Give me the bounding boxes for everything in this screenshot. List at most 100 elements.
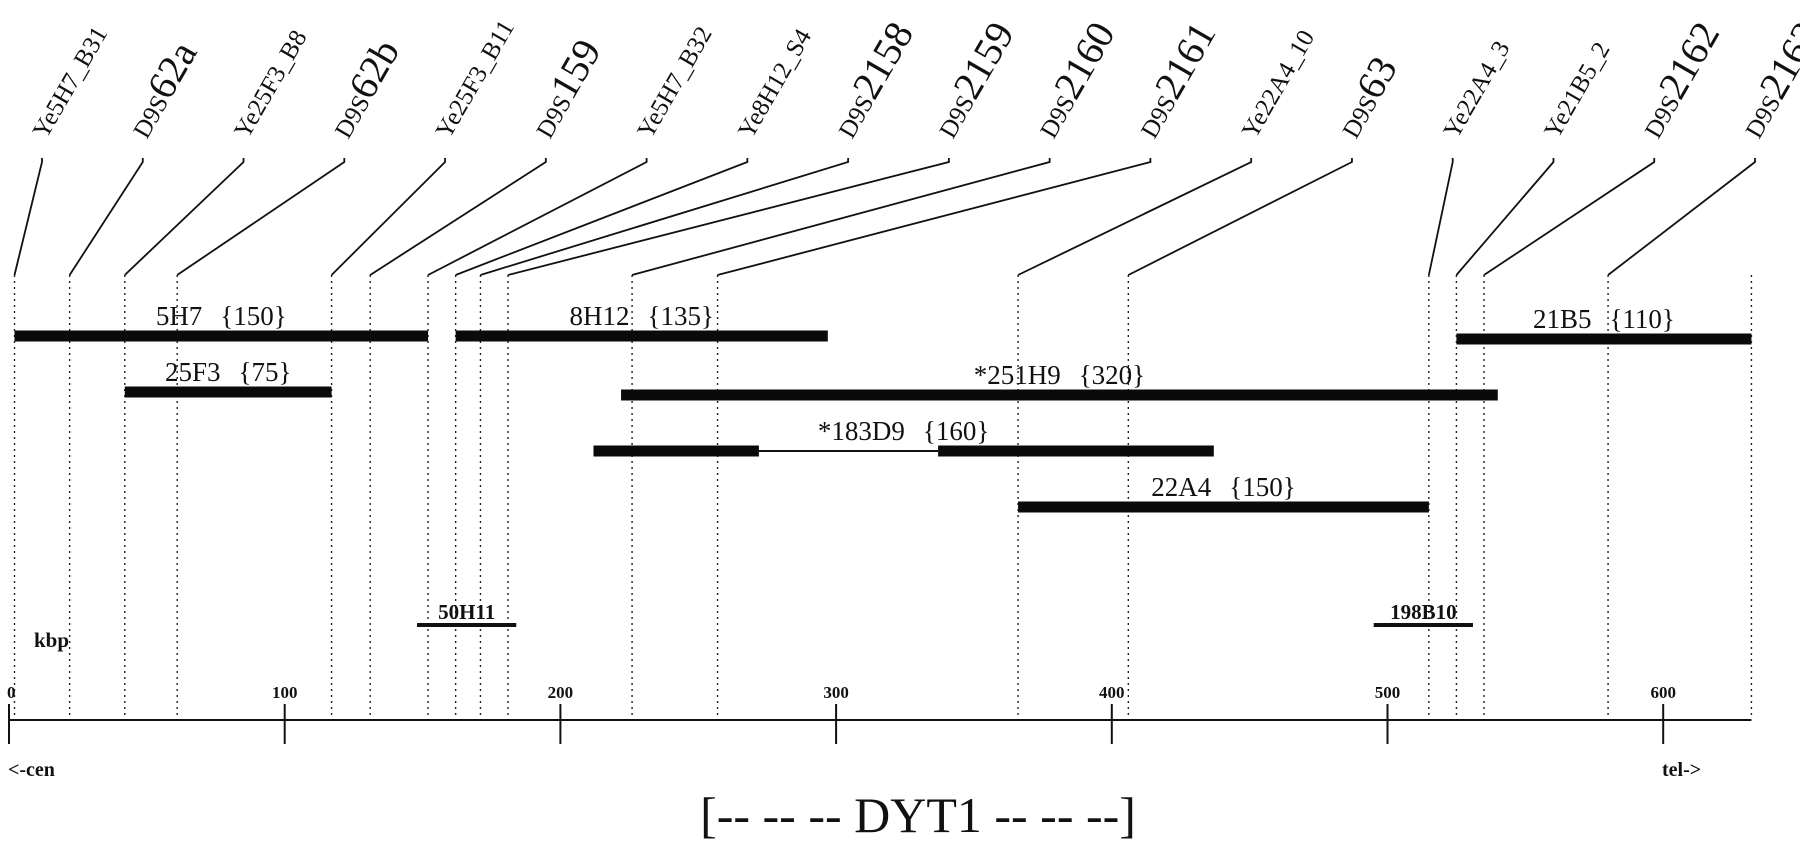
marker-connector	[1017, 158, 1253, 276]
small-clone-198B10: 198B10	[1373, 600, 1473, 627]
clone-size: {160}	[923, 416, 989, 446]
marker-connector	[68, 158, 144, 276]
clone-bar	[14, 330, 429, 342]
clone-size: {150}	[1229, 472, 1295, 502]
clone-label: 25F3 {75}	[165, 357, 291, 387]
marker-connector	[427, 158, 648, 276]
marker-label: D9S2162	[1627, 14, 1728, 144]
marker-label-name: Ye8H12_S4	[733, 24, 817, 143]
clone-22A4: 22A4 {150}	[1018, 472, 1429, 513]
small-clone-bars: 50H11 198B10	[417, 600, 1473, 627]
clone-bar	[621, 389, 1498, 401]
marker-connector	[369, 158, 547, 276]
small-clone-bar	[417, 623, 517, 627]
marker-label: D9S2161	[1123, 14, 1224, 144]
clone-8H12: 8H12 {135}	[455, 301, 828, 342]
clone-label: *183D9 {160}	[818, 416, 989, 446]
marker-connector	[1455, 158, 1555, 276]
marker-label: Ye5H7_B31	[28, 22, 113, 143]
marker-label: D9S2158	[821, 14, 922, 144]
clone-name: 21B5	[1533, 304, 1592, 334]
axis-tick-label: 400	[1099, 683, 1125, 702]
marker-label: D9S62a	[116, 33, 206, 144]
clone-bar	[1456, 333, 1752, 345]
marker-connector-lines	[13, 158, 1756, 276]
clone-5H7: 5H7 {150}	[14, 301, 429, 342]
marker-connector	[1483, 158, 1656, 276]
yac-clone-bars: 5H7 {150} 8H12 {135} 21B5 {110} 25F3 {75} *251H9…	[14, 301, 1752, 513]
marker-connector	[176, 158, 346, 276]
marker-label: Ye25F3_B8	[229, 26, 312, 143]
marker-labels: Ye5H7_B31 D9S62a Ye25F3_B8 D9S62b Ye25F3_B11…	[28, 14, 1800, 145]
marker-label-number: 2163	[1750, 14, 1800, 106]
marker-label: Ye22A4_10	[1237, 26, 1320, 143]
axis-tick-label: 200	[548, 683, 574, 702]
marker-guide-lines	[13, 275, 1753, 716]
marker-connector	[717, 158, 1152, 276]
clone-label: 5H7 {150}	[156, 301, 287, 331]
marker-label: D9S2159	[922, 14, 1023, 144]
axis-tick-label: 300	[823, 683, 849, 702]
marker-label-name: Ye5H7_B32	[632, 22, 717, 143]
marker-label-name: Ye22A4_10	[1237, 26, 1320, 143]
clone-bar	[593, 445, 759, 457]
marker-label-name: Ye25F3_B11	[431, 16, 520, 143]
axis-ticks: 0 100 200 300 400 500 600	[7, 683, 1676, 744]
clone-size: {150}	[220, 301, 286, 331]
clone-21B5: 21B5 {110}	[1456, 304, 1752, 345]
marker-label: D9S159	[519, 32, 610, 145]
clone-label: 21B5 {110}	[1533, 304, 1675, 334]
marker-connector	[1427, 158, 1454, 276]
marker-connector	[330, 158, 446, 276]
marker-label: Ye22A4_3	[1439, 37, 1516, 143]
clone-25F3: 25F3 {75}	[124, 357, 332, 398]
clone-label: *251H9 {320}	[974, 360, 1145, 390]
marker-label: D9S63	[1325, 49, 1406, 145]
clone-name: *251H9	[974, 360, 1061, 390]
marker-connector	[480, 158, 850, 276]
clone-label: 22A4 {150}	[1151, 472, 1295, 502]
clone-bar	[124, 386, 332, 398]
marker-label: D9S62b	[317, 32, 408, 145]
clone-label: 8H12 {135}	[570, 301, 714, 331]
clone-name: 8H12	[570, 301, 630, 331]
clone-bar	[455, 330, 828, 342]
marker-label: Ye21B5_2	[1539, 38, 1615, 143]
marker-label: Ye5H7_B32	[632, 22, 717, 143]
small-clone-50H11: 50H11	[417, 600, 517, 627]
marker-connector	[13, 158, 43, 276]
clone-name: 5H7	[156, 301, 203, 331]
marker-connector	[455, 158, 749, 276]
dyt1-region-label: [-- -- -- DYT1 -- -- --]	[700, 787, 1136, 843]
clone-name: 22A4	[1151, 472, 1211, 502]
clone-name: *183D9	[818, 416, 905, 446]
marker-label-name: Ye5H7_B31	[28, 22, 113, 143]
telomere-direction-label: tel->	[1662, 759, 1701, 781]
marker-connector	[507, 158, 950, 276]
marker-connector	[1127, 158, 1353, 276]
clone-bar	[1018, 501, 1429, 513]
clone-size: {320}	[1079, 360, 1145, 390]
marker-label-name: Ye22A4_3	[1439, 37, 1516, 143]
centromere-direction-label: <-cen	[8, 759, 55, 781]
clone-name: 25F3	[165, 357, 221, 387]
axis-tick-label: 100	[272, 683, 298, 702]
axis-tick-label: 0	[7, 683, 16, 702]
clone-size: {110}	[1609, 304, 1674, 334]
marker-label: Ye8H12_S4	[733, 24, 817, 143]
clone-size: {135}	[648, 301, 714, 331]
small-clone-label: 198B10	[1390, 600, 1457, 624]
kbp-axis: 0 100 200 300 400 500 600 kbp <-cen tel->	[7, 628, 1752, 781]
clone-bar	[938, 445, 1214, 457]
clone-251H9: *251H9 {320}	[621, 360, 1498, 401]
marker-label: D9S2163	[1728, 14, 1800, 144]
marker-label-name: Ye25F3_B8	[229, 26, 312, 143]
clone-183D9: *183D9 {160}	[593, 416, 1214, 457]
marker-connector	[1607, 158, 1756, 276]
marker-label: Ye25F3_B11	[431, 16, 520, 143]
axis-unit-label: kbp	[34, 628, 69, 652]
small-clone-bar	[1373, 623, 1473, 627]
clone-size: {75}	[238, 357, 291, 387]
axis-tick-label: 600	[1650, 683, 1676, 702]
